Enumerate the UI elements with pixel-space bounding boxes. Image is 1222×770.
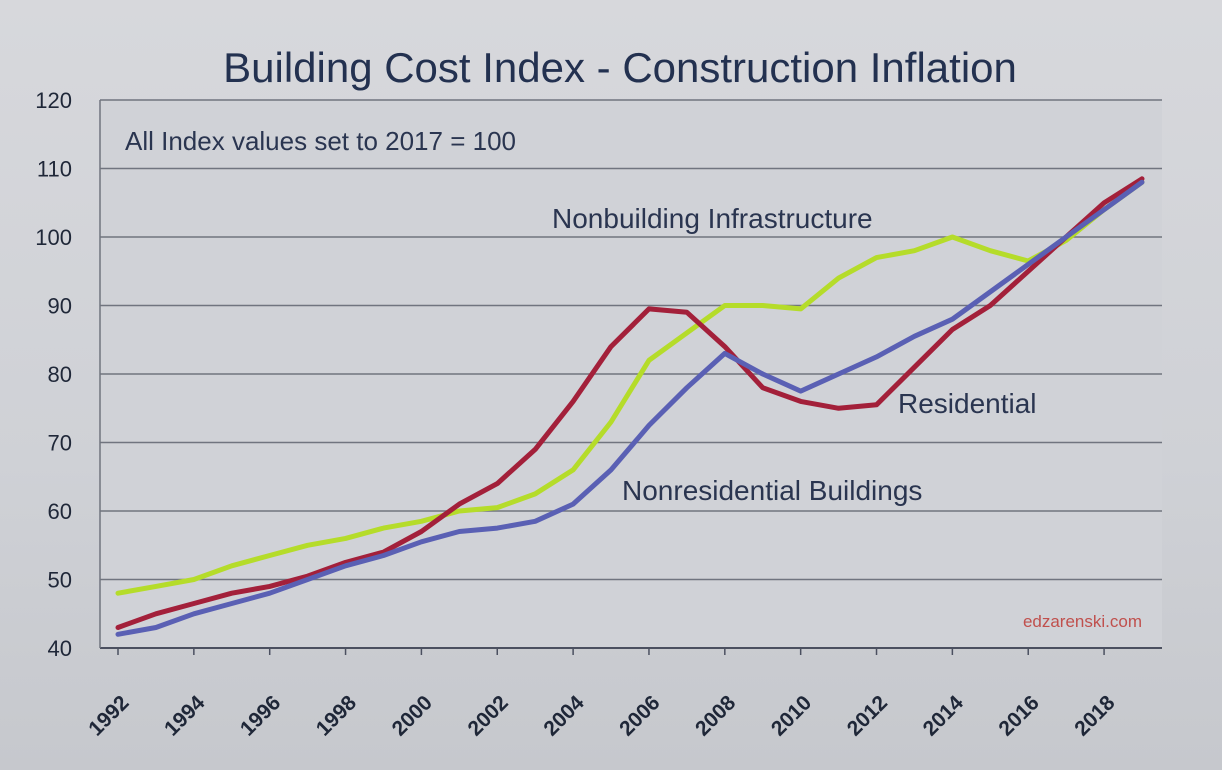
series-lines [115,176,1145,637]
y-tick-label: 100 [35,225,72,250]
y-tick-label: 110 [37,157,72,182]
x-tick-label: 2008 [691,691,741,741]
x-tick-label: 1998 [312,691,362,741]
label-residential: Residential [898,388,1037,419]
x-tick-label: 2016 [994,691,1043,740]
x-axis: 1992 1994 1996 1998 2000 2002 2004 2006 2008 2010… [84,648,1120,741]
x-tick-label: 2004 [539,691,589,741]
watermark: edzarenski.com [1023,612,1142,631]
y-tick-label: 50 [48,568,72,593]
y-tick-label: 60 [48,499,72,524]
y-tick-label: 90 [48,294,72,319]
y-tick-label: 40 [48,636,72,661]
chart-subtitle: All Index values set to 2017 = 100 [125,126,516,156]
x-tick-label: 2002 [463,691,512,740]
y-axis: 40 50 60 70 80 90 100 110 120 [35,88,72,661]
grid-lines [99,99,1162,649]
series-line-nonbuilding-infrastructure [115,179,1145,596]
label-nonbuilding-infrastructure: Nonbuilding Infrastructure [552,203,873,234]
y-tick-label: 70 [48,431,72,456]
x-tick-label: 2012 [843,691,892,740]
y-tick-label: 120 [35,88,72,113]
series-line-nonresidential-buildings [115,179,1145,637]
x-tick-label: 1994 [160,691,210,741]
x-tick-label: 2006 [615,691,664,740]
chart-title: Building Cost Index - Construction Infla… [223,44,1017,91]
x-tick-label: 2010 [767,691,816,740]
x-tick-label: 2014 [919,691,969,741]
x-tick-label: 1996 [236,691,285,740]
x-tick-label: 1992 [84,691,133,740]
y-tick-label: 80 [48,362,72,387]
series-line-residential [115,176,1145,630]
x-tick-label: 2018 [1070,691,1120,741]
label-nonresidential-buildings: Nonresidential Buildings [622,475,922,506]
x-tick-label: 2000 [388,691,437,740]
